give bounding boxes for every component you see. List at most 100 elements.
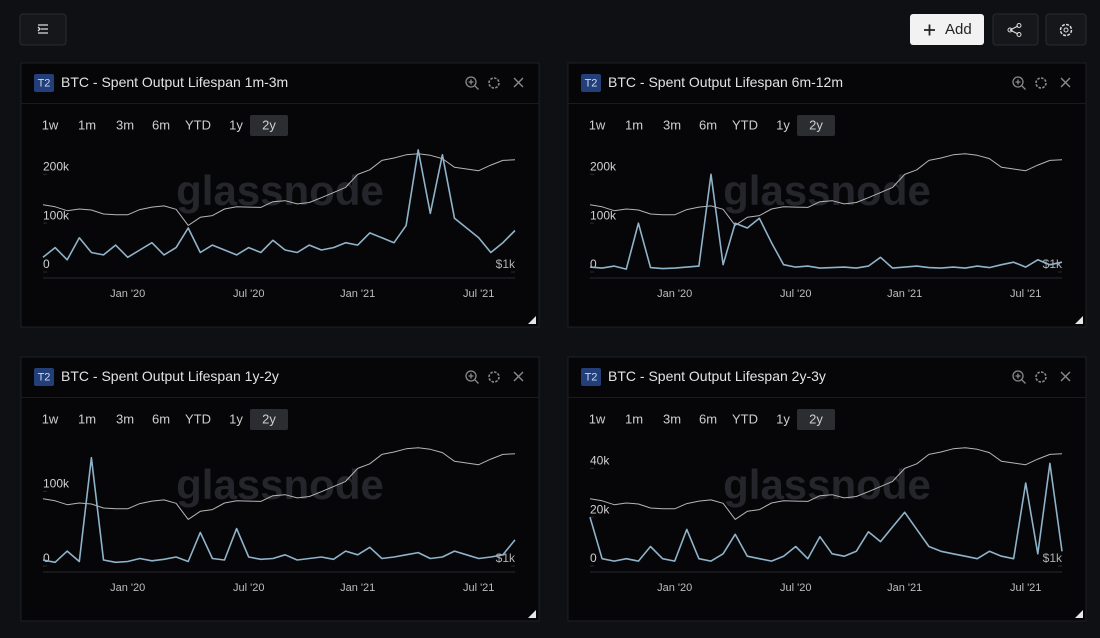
- range-button[interactable]: 6m: [152, 411, 170, 426]
- add-button[interactable]: Add: [910, 14, 984, 45]
- zoom-icon-handle: [468, 79, 479, 90]
- series-line: [589, 462, 1063, 562]
- gear-icon[interactable]: [488, 77, 500, 89]
- close-icon[interactable]: [1060, 77, 1071, 88]
- range-button[interactable]: 2y: [262, 117, 276, 132]
- range-button[interactable]: 1w: [589, 411, 606, 426]
- panel-frame: [20, 62, 540, 328]
- resize-handle[interactable]: [528, 610, 536, 618]
- range-button[interactable]: 6m: [699, 117, 717, 132]
- x-tick-label: Jul '21: [463, 288, 494, 300]
- range-button[interactable]: 1w: [42, 411, 59, 426]
- range-button[interactable]: YTD: [732, 117, 758, 132]
- x-tick-label: Jul '20: [780, 288, 811, 300]
- range-button[interactable]: YTD: [185, 117, 211, 132]
- x-tick-label: Jan '21: [887, 288, 922, 300]
- range-button-active[interactable]: [797, 409, 835, 430]
- x-tick-label: Jul '20: [780, 582, 811, 594]
- range-button[interactable]: 1w: [42, 117, 59, 132]
- range-button[interactable]: 3m: [116, 411, 134, 426]
- close-icon[interactable]: [513, 371, 524, 382]
- y-tick-label: 200k: [590, 159, 617, 173]
- panel-title: BTC - Spent Output Lifespan 1m-3m: [61, 74, 288, 90]
- range-button[interactable]: YTD: [732, 411, 758, 426]
- chart-panel: T2 BTC - Spent Output Lifespan 6m-12m 1w 1m…: [567, 62, 1087, 328]
- gear-icon[interactable]: [488, 371, 500, 383]
- header-divider: [21, 103, 539, 104]
- range-button-active[interactable]: [250, 115, 288, 136]
- zoom-icon[interactable]: [465, 76, 477, 88]
- settings-icon-core: [1063, 27, 1069, 33]
- range-button[interactable]: 1y: [229, 411, 243, 426]
- watermark: glassnode: [723, 461, 931, 508]
- range-button[interactable]: 1w: [589, 117, 606, 132]
- resize-handle[interactable]: [1075, 316, 1083, 324]
- range-button[interactable]: 1m: [625, 411, 643, 426]
- x-tick-label: Jan '20: [657, 288, 692, 300]
- price-line: [589, 153, 1063, 226]
- range-button[interactable]: 6m: [699, 411, 717, 426]
- range-button[interactable]: 1y: [776, 411, 790, 426]
- range-button[interactable]: 3m: [663, 411, 681, 426]
- x-tick-label: Jul '21: [463, 582, 494, 594]
- x-tick-label: Jan '21: [340, 582, 375, 594]
- range-button[interactable]: 1m: [78, 117, 96, 132]
- close-icon[interactable]: [513, 77, 524, 88]
- range-button-active[interactable]: [797, 115, 835, 136]
- settings-icon: [1059, 23, 1073, 37]
- gear-icon[interactable]: [1035, 77, 1047, 89]
- badge-box: [581, 74, 601, 92]
- zoom-icon[interactable]: [1012, 370, 1024, 382]
- gear-icon[interactable]: [1035, 371, 1047, 383]
- x-tick-label: Jan '20: [110, 288, 145, 300]
- series-line: [42, 149, 516, 261]
- x-tick-label: Jul '20: [233, 582, 264, 594]
- y-tick-label: 0: [43, 551, 50, 565]
- zoom-icon[interactable]: [1012, 76, 1024, 88]
- series-line: [42, 456, 516, 564]
- range-button[interactable]: 1m: [78, 411, 96, 426]
- range-button[interactable]: 6m: [152, 117, 170, 132]
- chart-panel: T2 BTC - Spent Output Lifespan 1y-2y 1w 1m 3…: [20, 356, 540, 622]
- share-button[interactable]: [992, 13, 1039, 46]
- panel-frame: [20, 356, 540, 622]
- close-icon[interactable]: [1060, 371, 1071, 382]
- add-button-box[interactable]: [910, 14, 984, 45]
- zoom-icon[interactable]: [465, 370, 477, 382]
- range-button[interactable]: 1y: [776, 117, 790, 132]
- add-label[interactable]: Add: [945, 21, 972, 38]
- range-button[interactable]: 2y: [809, 117, 823, 132]
- y2-tick-label: $1k: [496, 257, 516, 271]
- panel-title: BTC - Spent Output Lifespan 1y-2y: [61, 368, 279, 384]
- settings-button[interactable]: [1045, 13, 1087, 46]
- range-button[interactable]: YTD: [185, 411, 211, 426]
- menu-icon: [37, 24, 48, 34]
- range-button[interactable]: 1m: [625, 117, 643, 132]
- share-button-box[interactable]: [992, 13, 1039, 46]
- range-button[interactable]: 3m: [116, 117, 134, 132]
- resize-handle[interactable]: [528, 316, 536, 324]
- y-tick-label: 0: [590, 551, 597, 565]
- range-button[interactable]: 3m: [663, 117, 681, 132]
- badge-box: [34, 74, 54, 92]
- range-button[interactable]: 1y: [229, 117, 243, 132]
- share-icon: [1009, 25, 1019, 35]
- price-line: [42, 153, 516, 226]
- range-button[interactable]: 2y: [809, 411, 823, 426]
- range-button[interactable]: 2y: [262, 411, 276, 426]
- chart-panel: T2 BTC - Spent Output Lifespan 2y-3y 1w 1m 3…: [567, 356, 1087, 622]
- add-icon: [924, 24, 935, 36]
- badge-box: [581, 368, 601, 386]
- badge: T2: [585, 371, 598, 383]
- panel-frame: [567, 62, 1087, 328]
- y-tick-label: 0: [590, 257, 597, 271]
- chart-panel: T2 BTC - Spent Output Lifespan 1m-3m 1w 1m 3…: [20, 62, 540, 328]
- range-button-active[interactable]: [250, 409, 288, 430]
- zoom-icon-handle: [1015, 373, 1026, 384]
- x-tick-label: Jan '20: [110, 582, 145, 594]
- header-divider: [21, 397, 539, 398]
- resize-handle[interactable]: [1075, 610, 1083, 618]
- settings-button-box[interactable]: [1045, 13, 1087, 46]
- menu-button[interactable]: [19, 13, 67, 46]
- badge: T2: [38, 371, 51, 383]
